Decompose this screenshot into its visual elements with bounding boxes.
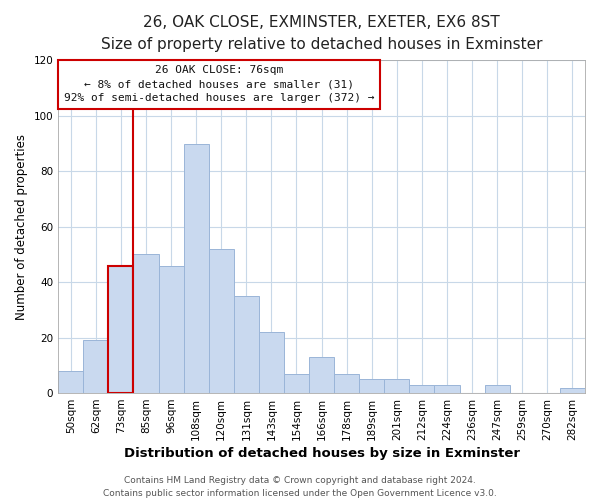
- Bar: [158, 266, 184, 393]
- Bar: [184, 144, 209, 393]
- Bar: [560, 388, 585, 393]
- Bar: [58, 371, 83, 393]
- Text: 26 OAK CLOSE: 76sqm
← 8% of detached houses are smaller (31)
92% of semi-detache: 26 OAK CLOSE: 76sqm ← 8% of detached hou…: [64, 66, 374, 104]
- Bar: [434, 385, 460, 393]
- Bar: [234, 296, 259, 393]
- Bar: [259, 332, 284, 393]
- Bar: [109, 266, 133, 393]
- Bar: [284, 374, 309, 393]
- Bar: [334, 374, 359, 393]
- Y-axis label: Number of detached properties: Number of detached properties: [15, 134, 28, 320]
- Bar: [209, 249, 234, 393]
- X-axis label: Distribution of detached houses by size in Exminster: Distribution of detached houses by size …: [124, 447, 520, 460]
- Bar: [83, 340, 109, 393]
- Bar: [359, 379, 385, 393]
- Bar: [385, 379, 409, 393]
- Text: Contains HM Land Registry data © Crown copyright and database right 2024.
Contai: Contains HM Land Registry data © Crown c…: [103, 476, 497, 498]
- Bar: [309, 357, 334, 393]
- Bar: [133, 254, 158, 393]
- Bar: [409, 385, 434, 393]
- Title: 26, OAK CLOSE, EXMINSTER, EXETER, EX6 8ST
Size of property relative to detached : 26, OAK CLOSE, EXMINSTER, EXETER, EX6 8S…: [101, 15, 542, 52]
- Bar: [485, 385, 510, 393]
